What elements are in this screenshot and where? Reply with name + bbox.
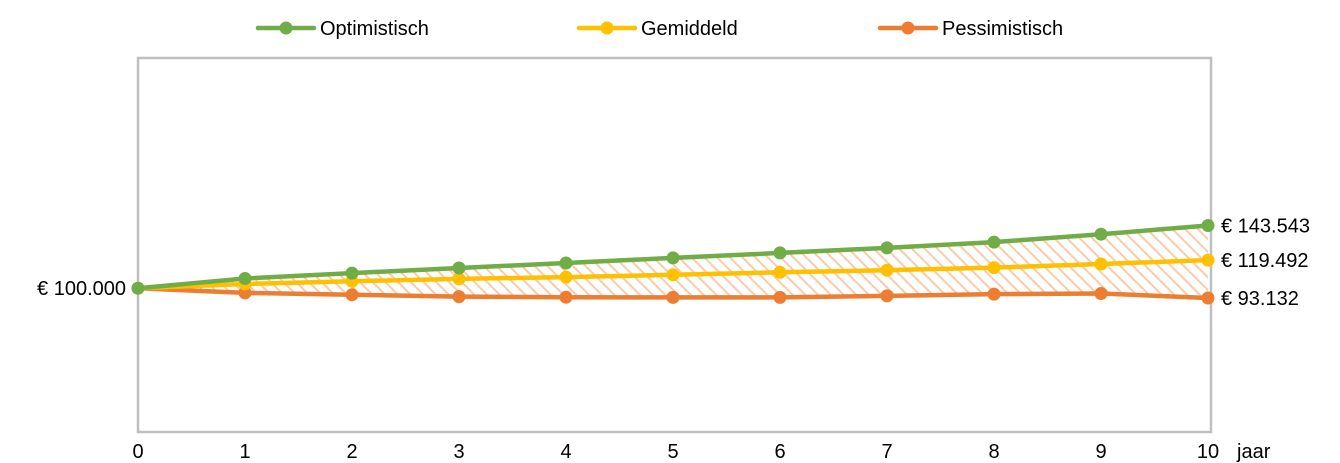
data-point-optimistisch — [238, 272, 252, 285]
x-tick-label: 7 — [881, 441, 892, 463]
series-pessimistisch — [131, 281, 1215, 305]
label-layer: 0 1 2 3 4 5 6 7 8 9 10 jaar € 100.000 € 143.543 € 119.… — [37, 216, 1310, 463]
end-value-label: € 93.132 — [1221, 288, 1299, 310]
data-point-pessimistisch — [987, 287, 1001, 301]
x-tick-label: 0 — [132, 441, 143, 463]
data-point-optimistisch — [131, 281, 145, 295]
x-tick-label: 5 — [667, 441, 678, 463]
data-point-optimistisch — [880, 241, 894, 255]
end-value-label: € 119.492 — [1221, 250, 1309, 272]
data-point-pessimistisch — [238, 286, 252, 300]
data-point-optimistisch — [666, 251, 680, 265]
data-point-optimistisch — [559, 256, 573, 270]
data-point-gemiddeld — [773, 265, 787, 279]
data-point-pessimistisch — [666, 290, 680, 304]
plot-area-frame — [136, 56, 1213, 434]
x-tick-label: 10 — [1197, 441, 1219, 463]
data-point-pessimistisch — [773, 290, 787, 304]
legend-label: Gemiddeld — [641, 18, 738, 40]
series-optimistisch — [131, 219, 1215, 295]
data-point-optimistisch — [987, 235, 1001, 249]
legend: Optimistisch Gemiddeld Pessimistisch — [255, 18, 1063, 40]
start-value-label: € 100.000 — [37, 278, 126, 300]
data-point-gemiddeld — [880, 263, 894, 277]
x-tick-label: 9 — [1095, 441, 1106, 463]
data-point-gemiddeld — [559, 270, 573, 284]
x-tick-label: 4 — [560, 441, 571, 463]
series-gemiddeld — [131, 253, 1215, 295]
x-tick-label: 2 — [346, 441, 357, 463]
data-point-optimistisch — [452, 261, 466, 275]
legend-item-pessimistisch: Pessimistisch — [877, 18, 1063, 40]
legend-item-gemiddeld: Gemiddeld — [576, 18, 738, 40]
x-axis-label: jaar — [1236, 441, 1271, 463]
data-point-pessimistisch — [559, 290, 573, 304]
x-tick-label: 8 — [988, 441, 999, 463]
data-point-gemiddeld — [452, 272, 466, 286]
data-point-optimistisch — [1201, 219, 1215, 232]
data-point-gemiddeld — [1094, 257, 1108, 271]
legend-swatch-marker — [901, 21, 915, 35]
data-point-optimistisch — [345, 266, 359, 280]
legend-label: Optimistisch — [320, 18, 429, 40]
legend-item-optimistisch: Optimistisch — [255, 18, 429, 40]
data-point-pessimistisch — [345, 288, 359, 302]
x-tick-label: 6 — [774, 441, 785, 463]
data-point-pessimistisch — [452, 290, 466, 304]
data-point-gemiddeld — [666, 268, 680, 282]
data-point-pessimistisch — [1201, 291, 1215, 305]
data-point-optimistisch — [1094, 227, 1108, 241]
series-layer — [131, 219, 1215, 305]
data-point-pessimistisch — [1094, 287, 1108, 300]
data-point-optimistisch — [773, 246, 787, 260]
legend-label: Pessimistisch — [942, 18, 1063, 40]
legend-swatch-marker — [279, 21, 293, 35]
x-tick-label: 1 — [239, 441, 250, 463]
data-point-gemiddeld — [987, 261, 1001, 275]
x-tick-label: 3 — [453, 441, 464, 463]
end-value-label: € 143.543 — [1221, 216, 1310, 238]
data-point-pessimistisch — [880, 289, 894, 303]
data-point-gemiddeld — [1201, 253, 1215, 267]
legend-swatch-marker — [600, 21, 614, 35]
